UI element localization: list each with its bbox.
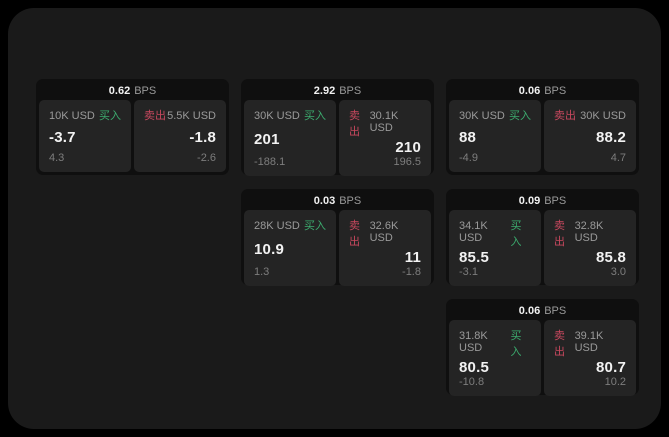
buy-delta: -188.1: [254, 156, 286, 168]
sell-label: 卖出: [144, 110, 166, 122]
buy-price: 80.5: [459, 359, 489, 376]
sell-price: 85.8: [596, 249, 626, 266]
app-window: 0.62 BPS 10K USD 买入 -3.7 4.3 卖出 5.5K USD: [8, 8, 661, 429]
buy-label: 买入: [510, 330, 522, 358]
card-header: 2.92 BPS: [244, 82, 431, 100]
bps-unit-label: BPS: [544, 195, 567, 207]
sell-notional: 30K USD: [580, 110, 626, 122]
sell-delta: -1.8: [402, 266, 421, 278]
buy-notional: 28K USD: [254, 220, 300, 232]
card-header: 0.62 BPS: [39, 82, 226, 100]
bps-value: 0.62: [108, 85, 131, 97]
sell-delta: 4.7: [610, 152, 626, 164]
buy-price: -3.7: [49, 129, 76, 146]
bps-quote-card: 0.03 BPS 28K USD 买入 10.9 1.3 卖出 32.6K USD: [241, 189, 434, 286]
bps-unit-label: BPS: [339, 195, 362, 207]
sell-label: 卖出: [554, 330, 565, 358]
buy-delta: -4.9: [459, 152, 478, 164]
bps-unit-label: BPS: [339, 85, 362, 97]
card-header: 0.06 BPS: [449, 82, 636, 100]
buy-label: 买入: [509, 110, 531, 122]
buy-notional: 31.8K USD: [459, 330, 488, 354]
quote-panels: 10K USD 买入 -3.7 4.3 卖出 5.5K USD -1.8 -2.…: [39, 100, 226, 172]
buy-price: 201: [254, 131, 280, 148]
sell-price: 11: [404, 249, 421, 266]
sell-label: 卖出: [349, 220, 360, 248]
buy-panel[interactable]: 31.8K USD 买入 80.5 -10.8: [449, 320, 541, 396]
bps-value: 0.03: [313, 195, 336, 207]
bps-value: 0.09: [518, 195, 541, 207]
buy-delta: -10.8: [459, 376, 485, 388]
buy-panel[interactable]: 30K USD 买入 88 -4.9: [449, 100, 541, 172]
buy-notional: 10K USD: [49, 110, 95, 122]
sell-notional: 32.6K USD: [369, 220, 399, 244]
quote-cards-grid: 0.62 BPS 10K USD 买入 -3.7 4.3 卖出 5.5K USD: [36, 79, 639, 396]
quote-panels: 30K USD 买入 88 -4.9 卖出 30K USD 88.2 4.7: [449, 100, 636, 172]
buy-label: 买入: [99, 110, 121, 122]
buy-label: 买入: [510, 220, 522, 248]
sell-panel[interactable]: 卖出 30K USD 88.2 4.7: [544, 100, 636, 172]
buy-delta: 1.3: [254, 266, 270, 278]
sell-panel[interactable]: 卖出 39.1K USD 80.7 10.2: [544, 320, 636, 396]
bps-unit-label: BPS: [544, 85, 567, 97]
bps-quote-card: 2.92 BPS 30K USD 买入 201 -188.1 卖出 30.1K U…: [241, 79, 434, 176]
buy-delta: 4.3: [49, 152, 65, 164]
bps-unit-label: BPS: [544, 305, 567, 317]
quote-panels: 30K USD 买入 201 -188.1 卖出 30.1K USD 210 1…: [244, 100, 431, 176]
sell-price: 88.2: [596, 129, 626, 146]
bps-value: 2.92: [313, 85, 336, 97]
sell-notional: 32.8K USD: [574, 220, 604, 244]
buy-panel[interactable]: 28K USD 买入 10.9 1.3: [244, 210, 336, 286]
buy-panel[interactable]: 34.1K USD 买入 85.5 -3.1: [449, 210, 541, 286]
bps-quote-card: 0.06 BPS 30K USD 买入 88 -4.9 卖出 30K USD: [446, 79, 639, 175]
buy-notional: 30K USD: [254, 110, 300, 122]
sell-panel[interactable]: 卖出 30.1K USD 210 196.5: [339, 100, 431, 176]
buy-notional: 34.1K USD: [459, 220, 488, 244]
buy-price: 85.5: [459, 249, 489, 266]
card-header: 0.06 BPS: [449, 302, 636, 320]
bps-quote-card: 0.09 BPS 34.1K USD 买入 85.5 -3.1 卖出 32.8K …: [446, 189, 639, 286]
sell-panel[interactable]: 卖出 32.8K USD 85.8 3.0: [544, 210, 636, 286]
bps-unit-label: BPS: [134, 85, 157, 97]
sell-panel[interactable]: 卖出 5.5K USD -1.8 -2.6: [134, 100, 226, 172]
bps-value: 0.06: [518, 305, 541, 317]
sell-label: 卖出: [349, 110, 360, 138]
buy-price: 10.9: [254, 241, 284, 258]
sell-price: 80.7: [596, 359, 626, 376]
bps-quote-card: 0.06 BPS 31.8K USD 买入 80.5 -10.8 卖出 39.1K…: [446, 299, 639, 396]
sell-delta: 196.5: [393, 156, 421, 168]
buy-panel[interactable]: 30K USD 买入 201 -188.1: [244, 100, 336, 176]
card-header: 0.09 BPS: [449, 192, 636, 210]
buy-notional: 30K USD: [459, 110, 505, 122]
sell-notional: 39.1K USD: [574, 330, 604, 354]
quote-panels: 28K USD 买入 10.9 1.3 卖出 32.6K USD 11 -1.8: [244, 210, 431, 286]
sell-label: 卖出: [554, 110, 576, 122]
bps-quote-card: 0.62 BPS 10K USD 买入 -3.7 4.3 卖出 5.5K USD: [36, 79, 229, 175]
quote-panels: 34.1K USD 买入 85.5 -3.1 卖出 32.8K USD 85.8…: [449, 210, 636, 286]
buy-panel[interactable]: 10K USD 买入 -3.7 4.3: [39, 100, 131, 172]
buy-price: 88: [459, 129, 477, 146]
sell-panel[interactable]: 卖出 32.6K USD 11 -1.8: [339, 210, 431, 286]
buy-label: 买入: [304, 220, 326, 232]
sell-delta: 3.0: [610, 266, 626, 278]
sell-notional: 30.1K USD: [369, 110, 399, 134]
buy-label: 买入: [304, 110, 326, 122]
buy-delta: -3.1: [459, 266, 478, 278]
quote-panels: 31.8K USD 买入 80.5 -10.8 卖出 39.1K USD 80.…: [449, 320, 636, 396]
card-header: 0.03 BPS: [244, 192, 431, 210]
sell-delta: -2.6: [197, 152, 216, 164]
sell-label: 卖出: [554, 220, 565, 248]
sell-notional: 5.5K USD: [167, 110, 216, 122]
bps-value: 0.06: [518, 85, 541, 97]
sell-delta: 10.2: [604, 376, 626, 388]
sell-price: 210: [395, 139, 421, 156]
sell-price: -1.8: [189, 129, 216, 146]
